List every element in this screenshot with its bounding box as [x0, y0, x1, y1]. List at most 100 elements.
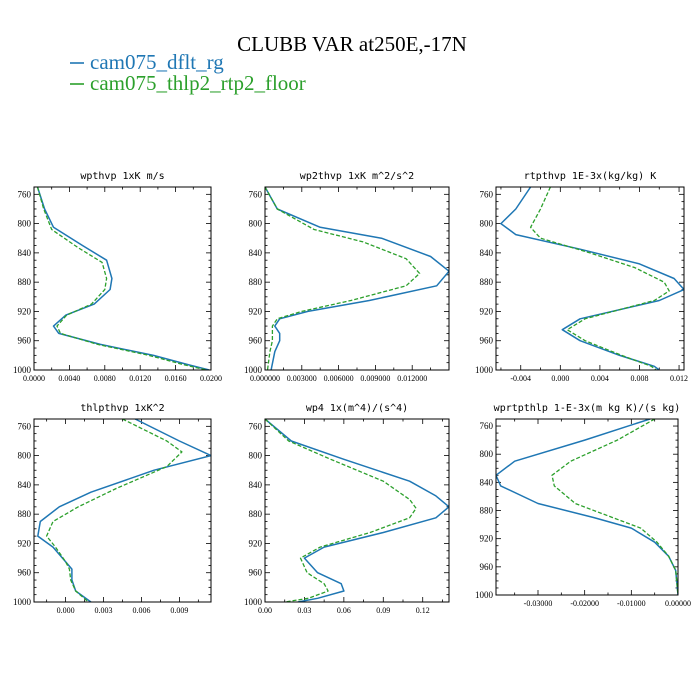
- y-tick-label: 960: [249, 568, 263, 578]
- y-ticks: [496, 418, 678, 596]
- panels: wpthvp 1xK m/s76080084088092096010000.00…: [13, 171, 691, 615]
- y-tick-label: 880: [18, 509, 32, 519]
- series-line-1: [36, 187, 210, 370]
- series-line-1: [265, 187, 449, 370]
- y-tick-label: 760: [249, 421, 263, 431]
- panel-title: rtpthvp 1E-3x(kg/kg) K: [524, 171, 656, 182]
- x-tick-label: 0.0000: [23, 374, 45, 383]
- y-ticks: [265, 186, 449, 371]
- y-ticks: [265, 418, 449, 603]
- y-ticks: [34, 186, 211, 371]
- x-tick-label: 0.012: [670, 374, 688, 383]
- x-tick-label: 0.0040: [58, 374, 80, 383]
- y-tick-label: 840: [480, 477, 494, 487]
- legend-label-0: cam075_dflt_rg: [90, 50, 224, 74]
- plot-frame: [495, 418, 679, 596]
- y-tick-label: 920: [480, 534, 494, 544]
- panel-title: wp2thvp 1xK m^2/s^2: [300, 171, 414, 182]
- x-tick-label: 0.012000: [397, 374, 427, 383]
- series-line-1: [265, 419, 449, 602]
- x-tick-label: -0.01000: [617, 599, 646, 608]
- y-tick-label: 1000: [244, 597, 263, 607]
- y-tick-label: 760: [249, 189, 263, 199]
- x-ticks: [33, 187, 212, 370]
- y-tick-label: 920: [18, 538, 32, 548]
- x-tick-label: 0.000: [551, 374, 569, 383]
- y-tick-label: 1000: [475, 590, 494, 600]
- series-group: [265, 187, 449, 370]
- y-tick-label: 800: [480, 219, 494, 229]
- x-tick-label: 0.12: [416, 606, 430, 615]
- x-tick-label: 0.000: [57, 606, 75, 615]
- legend: cam075_dflt_rg cam075_thlp2_rtp2_floor: [70, 50, 306, 95]
- x-tick-label: 0.006000: [324, 374, 354, 383]
- x-tick-label: 0.0120: [129, 374, 151, 383]
- y-tick-label: 880: [480, 506, 494, 516]
- y-tick-label: 760: [18, 189, 32, 199]
- panel-4: thlpthvp 1xK^2 760 800 840 880 920 960 1000 0.00…: [13, 403, 212, 615]
- y-tick-label: 960: [18, 568, 32, 578]
- y-tick-label: 800: [249, 219, 263, 229]
- panel-6: wprtpthlp 1-E-3x(m kg K)/(s kg)760 800 840…: [475, 403, 691, 608]
- series-line-2: [265, 419, 417, 602]
- legend-label-1: cam075_thlp2_rtp2_floor: [90, 71, 306, 95]
- y-tick-label: 1000: [13, 597, 32, 607]
- y-tick-label: 920: [18, 306, 32, 316]
- x-tick-label: 0.003000: [287, 374, 317, 383]
- x-tick-label: 0.0160: [165, 374, 187, 383]
- x-tick-label: 0.000000: [250, 374, 280, 383]
- y-tick-label: 880: [18, 277, 32, 287]
- plot-frame: [264, 418, 450, 603]
- y-tick-label: 760: [480, 421, 494, 431]
- panel-5: wp4 1x(m^4)/(s^4)76080084088092096010000…: [244, 403, 450, 615]
- y-tick-label: 840: [18, 248, 32, 258]
- y-tick-label: 840: [249, 248, 263, 258]
- x-tick-label: -0.004: [510, 374, 531, 383]
- y-tick-label: 840: [480, 248, 494, 258]
- y-tick-label: 960: [18, 336, 32, 346]
- series-line-1: [37, 419, 211, 602]
- series-line-1: [500, 187, 684, 370]
- plot-frame: [495, 186, 685, 371]
- x-tick-label: 0.003: [95, 606, 113, 615]
- y-tick-label: 920: [249, 306, 263, 316]
- x-tick-label: 0.09: [376, 606, 390, 615]
- x-tick-label: 0.0080: [94, 374, 116, 383]
- y-ticks: [496, 186, 684, 371]
- series-group: [265, 419, 449, 602]
- x-tick-label: -0.02000: [570, 599, 599, 608]
- x-tick-label: 0.03: [297, 606, 311, 615]
- panel-3: rtpthvp 1E-3x(kg/kg) K 760 800 840 880 920 960…: [475, 171, 688, 383]
- panel-title: wpthvp 1xK m/s: [80, 171, 164, 182]
- y-tick-label: 800: [249, 451, 263, 461]
- y-tick-label: 960: [249, 336, 263, 346]
- y-tick-label: 920: [480, 306, 494, 316]
- y-tick-label: 840: [18, 480, 32, 490]
- x-tick-label: 0.006: [132, 606, 150, 615]
- x-tick-label: 0.00: [258, 606, 272, 615]
- series-line-2: [36, 187, 207, 370]
- panel-title: thlpthvp 1xK^2: [80, 403, 164, 414]
- series-line-2: [265, 187, 421, 370]
- series-group: [496, 419, 678, 595]
- plot-frame: [33, 186, 212, 371]
- panel-title: wp4 1x(m^4)/(s^4): [306, 403, 408, 414]
- y-tick-label: 800: [480, 449, 494, 459]
- x-tick-label: -0.03000: [524, 599, 553, 608]
- x-ticks: [514, 419, 679, 595]
- x-tick-label: 0.00000: [665, 599, 691, 608]
- series-group: [500, 187, 684, 370]
- y-tick-label: 760: [480, 189, 494, 199]
- x-tick-label: 0.008: [630, 374, 648, 383]
- figure-title: CLUBB VAR at250E,-17N: [237, 32, 467, 56]
- panel-2: wp2thvp 1xK m^2/s^2 760 800 840 880 920 960 100…: [244, 171, 450, 383]
- plot-frame: [264, 186, 450, 371]
- series-group: [36, 187, 210, 370]
- x-tick-label: 0.06: [337, 606, 351, 615]
- x-tick-label: 0.009: [170, 606, 188, 615]
- y-tick-label: 1000: [13, 365, 32, 375]
- x-tick-label: 0.004: [591, 374, 609, 383]
- y-tick-label: 880: [249, 509, 263, 519]
- y-tick-label: 800: [18, 451, 32, 461]
- y-ticks: [34, 418, 211, 603]
